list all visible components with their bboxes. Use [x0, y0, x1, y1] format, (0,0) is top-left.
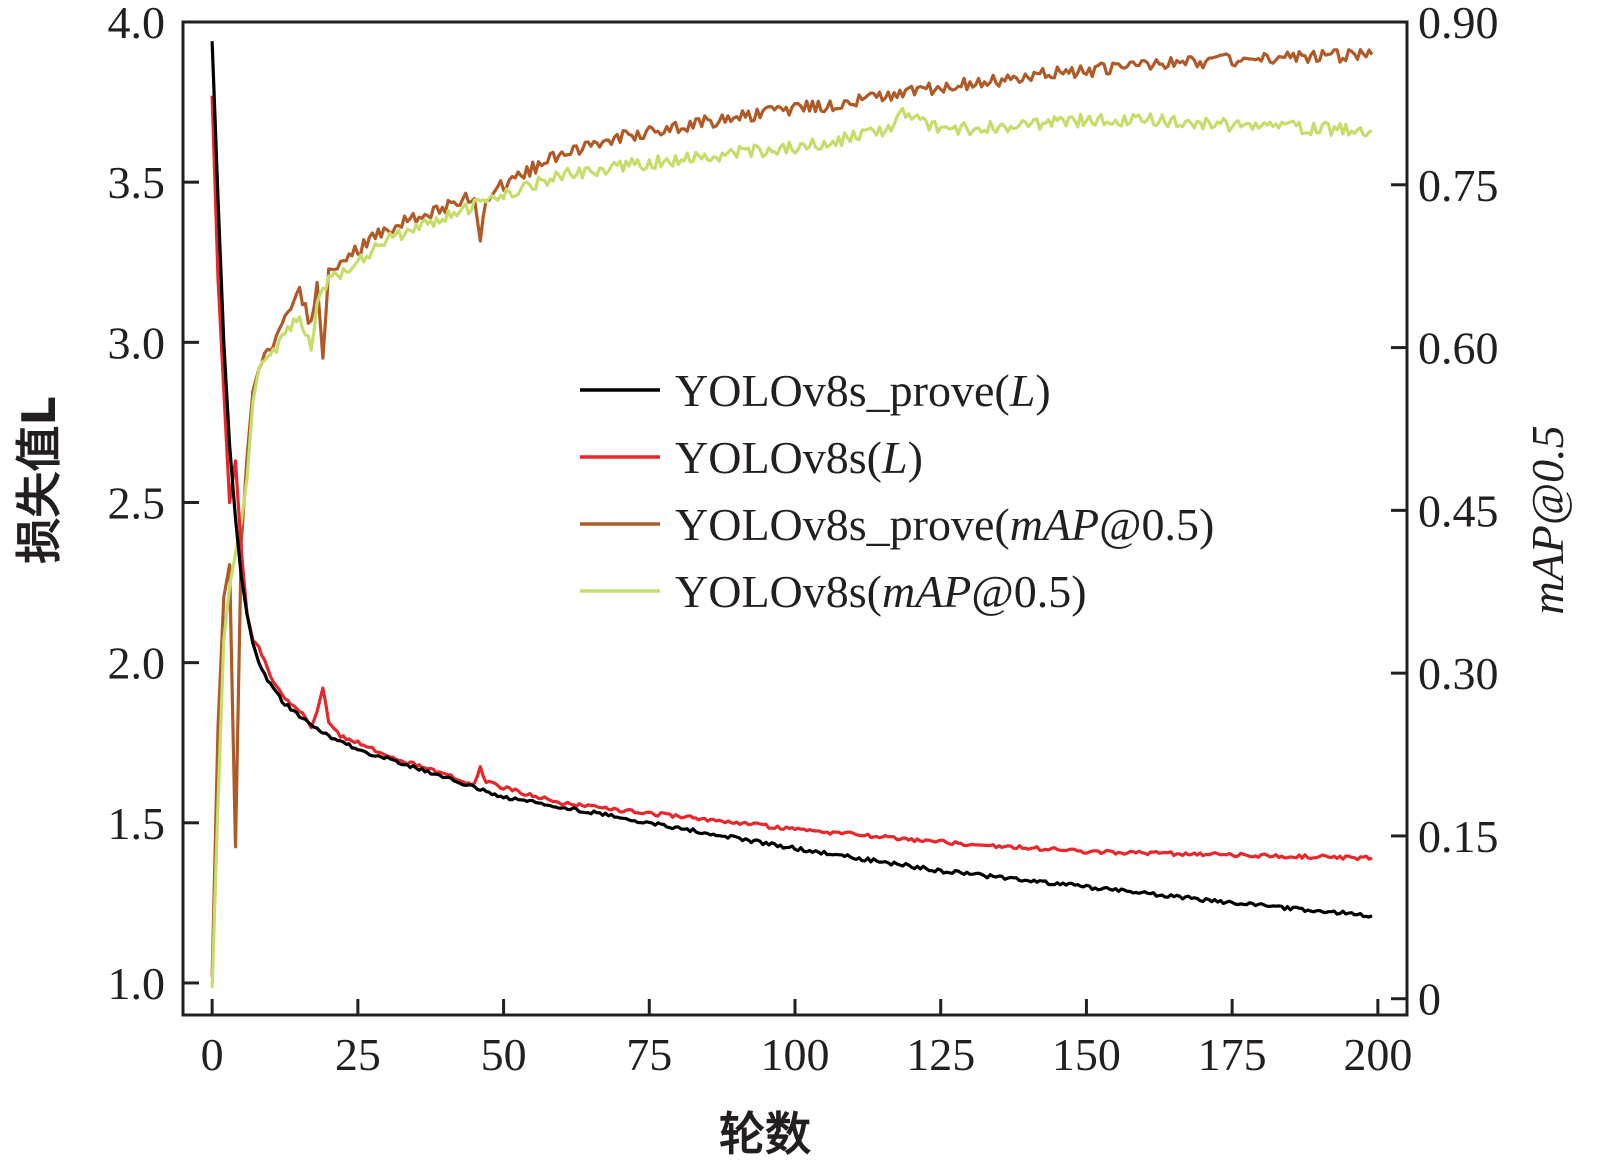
x-tick-label: 175	[1198, 1029, 1267, 1080]
y-left-tick-label: 1.0	[108, 958, 166, 1009]
x-tick-label: 75	[626, 1029, 672, 1080]
y-right-tick-label: 0.45	[1418, 485, 1499, 536]
y-left-tick-label: 3.5	[108, 157, 166, 208]
x-tick-label: 150	[1052, 1029, 1121, 1080]
x-tick-label: 25	[335, 1029, 381, 1080]
series-line	[210, 106, 1373, 988]
x-tick-label: 125	[906, 1029, 975, 1080]
y-left-tick-label: 3.0	[108, 317, 166, 368]
y-right-tick-label: 0.30	[1418, 648, 1499, 699]
y-right-tick-label: 0.90	[1418, 0, 1499, 48]
y-right-tick-label: 0.75	[1418, 160, 1499, 211]
y-right-axis-title: mAP@0.5	[1522, 425, 1573, 614]
x-tick-label: 100	[761, 1029, 830, 1080]
y-left-tick-label: 2.5	[108, 477, 166, 528]
legend: YOLOv8s_prove(L) YOLOv8s(L) YOLOv8s_prove(…	[580, 365, 1214, 617]
x-tick-label: 50	[481, 1029, 527, 1080]
x-axis-title: 轮数	[719, 1107, 811, 1161]
legend-label: YOLOv8s(mAP@0.5)	[675, 566, 1087, 617]
y-left-tick-label: 4.0	[108, 0, 166, 48]
y-right-tick-label: 0.60	[1418, 323, 1499, 374]
y-left-tick-label: 2.0	[108, 638, 166, 689]
legend-label: YOLOv8s_prove(mAP@0.5)	[675, 499, 1214, 550]
y-left-axis-title: 损失值L	[12, 396, 66, 563]
x-tick-label: 200	[1343, 1029, 1412, 1080]
y-left-tick-label: 1.5	[108, 798, 166, 849]
plot-layer	[210, 41, 1374, 988]
series-line	[210, 95, 1373, 862]
y-right-tick-label: 0.15	[1418, 811, 1499, 862]
series-line	[210, 47, 1374, 978]
series-line	[210, 41, 1373, 919]
y-right-tick-label: 0	[1418, 974, 1441, 1025]
axis-layer: 0 25 50 75 100 125 150 175 200 1.0 1.5 2.0 2.5 3.0 3.5…	[108, 0, 1499, 1080]
legend-label: YOLOv8s_prove(L)	[675, 365, 1051, 416]
legend-label: YOLOv8s(L)	[675, 432, 923, 483]
x-tick-label: 0	[201, 1029, 224, 1080]
